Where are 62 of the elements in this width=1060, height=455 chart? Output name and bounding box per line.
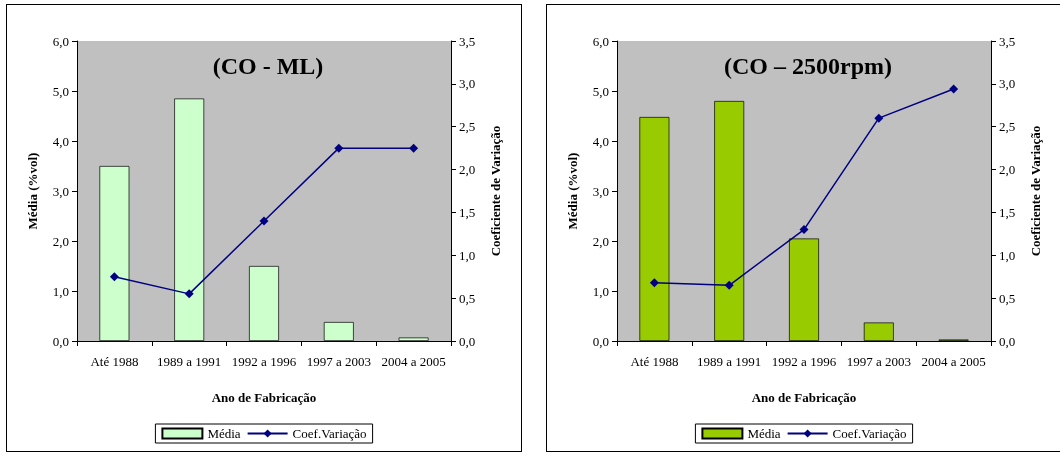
- x-tick-label: 1992 a 1996: [231, 354, 297, 369]
- y-tick-label: 3,0: [52, 183, 69, 199]
- y-tick-label: 0,0: [592, 333, 609, 349]
- y2-tick-label: 2,5: [999, 119, 1016, 135]
- legend-label: Média: [747, 426, 781, 441]
- x-axis-title: Ano de Fabricação: [751, 390, 857, 405]
- point: [184, 289, 194, 299]
- legend-label: Coef.Variação: [832, 426, 907, 441]
- y-tick-label: 1,0: [592, 283, 609, 299]
- point: [109, 272, 119, 282]
- y2-tick-label: 1,5: [459, 204, 476, 220]
- y2-tick-label: 0,0: [999, 333, 1016, 349]
- x-tick-label: Até 1988: [630, 354, 679, 369]
- y-tick-label: 5,0: [592, 83, 609, 99]
- y-tick-label: 4,0: [592, 133, 609, 149]
- y-tick-label: 0,0: [52, 333, 69, 349]
- y2-tick-label: 2,0: [999, 162, 1016, 178]
- y2-tick-label: 1,5: [999, 204, 1016, 220]
- point: [259, 216, 269, 226]
- y-tick-label: 4,0: [52, 133, 69, 149]
- y-tick-label: 1,0: [52, 283, 69, 299]
- x-axis-title: Ano de Fabricação: [211, 390, 317, 405]
- y-tick-label: 3,0: [592, 183, 609, 199]
- point: [409, 143, 419, 153]
- point: [874, 113, 884, 123]
- legend-label: Coef.Variação: [292, 426, 367, 441]
- y-tick-label: 6,0: [52, 33, 69, 49]
- y-axis-title: Média (%vol): [565, 152, 580, 230]
- y2-axis-title: Coeficiente de Variação: [1028, 125, 1043, 257]
- point: [949, 84, 959, 94]
- point: [649, 278, 659, 288]
- x-tick-label: 2004 a 2005: [921, 354, 986, 369]
- x-tick-label: 1992 a 1996: [771, 354, 837, 369]
- y2-tick-label: 1,0: [459, 247, 476, 263]
- y2-tick-label: 3,5: [459, 33, 476, 49]
- y-tick-label: 2,0: [592, 233, 609, 249]
- y2-axis-title: Coeficiente de Variação: [488, 125, 503, 257]
- point: [724, 280, 734, 290]
- y2-tick-label: 3,0: [459, 76, 476, 92]
- y2-tick-label: 0,5: [999, 290, 1016, 306]
- y-tick-label: 2,0: [52, 233, 69, 249]
- y2-tick-label: 3,5: [999, 33, 1016, 49]
- y2-tick-label: 3,0: [999, 76, 1016, 92]
- y-tick-label: 6,0: [592, 33, 609, 49]
- y2-tick-label: 2,5: [459, 119, 476, 135]
- text: (CO - ML): [212, 53, 324, 79]
- y-axis-title: Média (%vol): [25, 152, 40, 230]
- y2-tick-label: 0,0: [459, 333, 476, 349]
- point: [799, 225, 809, 235]
- x-tick-label: 1997 a 2003: [846, 354, 911, 369]
- y2-tick-label: 2,0: [459, 162, 476, 178]
- x-tick-label: 1989 a 1991: [157, 354, 222, 369]
- y2-tick-label: 0,5: [459, 290, 476, 306]
- x-tick-label: 1997 a 2003: [306, 354, 371, 369]
- y2-tick-label: 1,0: [999, 247, 1016, 263]
- legend-label: Média: [207, 426, 241, 441]
- x-tick-label: 1989 a 1991: [697, 354, 762, 369]
- y-tick-label: 5,0: [52, 83, 69, 99]
- x-tick-label: 2004 a 2005: [381, 354, 446, 369]
- x-tick-label: Até 1988: [90, 354, 139, 369]
- text: (CO – 2500rpm): [724, 53, 892, 79]
- point: [334, 143, 344, 153]
